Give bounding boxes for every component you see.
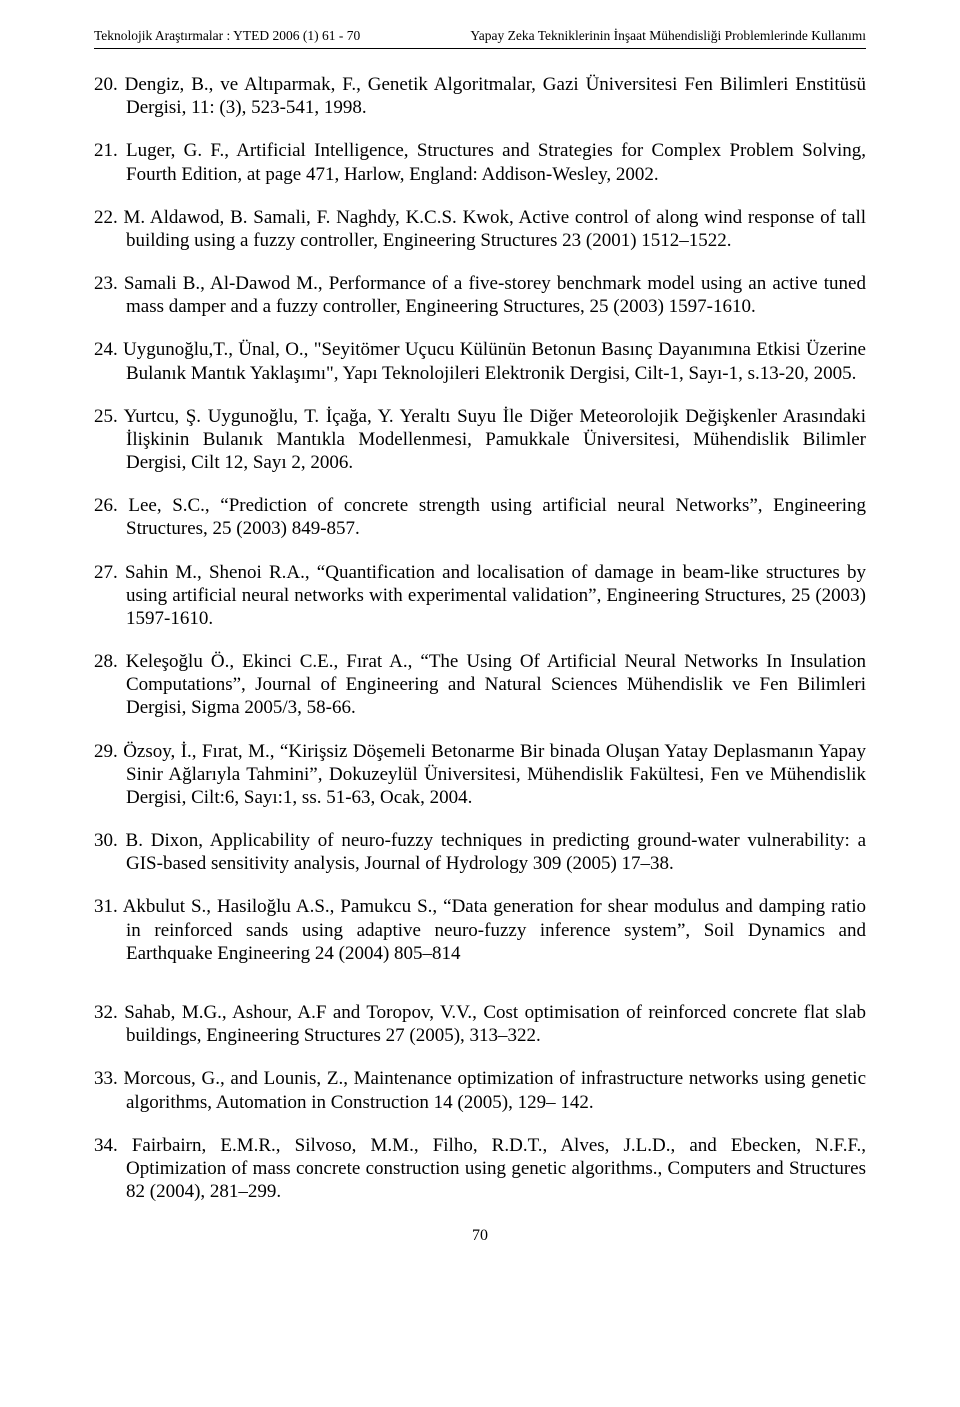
reference-item: 33. Morcous, G., and Lounis, Z., Mainten…: [94, 1067, 866, 1113]
header-right: Yapay Zeka Tekniklerinin İnşaat Mühendis…: [470, 28, 866, 44]
references-list: 20. Dengiz, B., ve Altıparmak, F., Genet…: [94, 73, 866, 1203]
reference-item: 22. M. Aldawod, B. Samali, F. Naghdy, K.…: [94, 206, 866, 252]
reference-item: 20. Dengiz, B., ve Altıparmak, F., Genet…: [94, 73, 866, 119]
reference-item: 23. Samali B., Al-Dawod M., Performance …: [94, 272, 866, 318]
reference-item: 30. B. Dixon, Applicability of neuro-fuz…: [94, 829, 866, 875]
reference-item: 31. Akbulut S., Hasiloğlu A.S., Pamukcu …: [94, 895, 866, 965]
reference-item: 34. Fairbairn, E.M.R., Silvoso, M.M., Fi…: [94, 1134, 866, 1204]
page-number: 70: [94, 1227, 866, 1245]
running-header: Teknolojik Araştırmalar : YTED 2006 (1) …: [94, 28, 866, 49]
reference-item: 32. Sahab, M.G., Ashour, A.F and Toropov…: [94, 1001, 866, 1047]
header-left: Teknolojik Araştırmalar : YTED 2006 (1) …: [94, 28, 360, 44]
reference-item: 21. Luger, G. F., Artificial Intelligenc…: [94, 139, 866, 185]
reference-item: 28. Keleşoğlu Ö., Ekinci C.E., Fırat A.,…: [94, 650, 866, 720]
reference-item: 29. Özsoy, İ., Fırat, M., “Kirişsiz Döşe…: [94, 740, 866, 810]
reference-item: 26. Lee, S.C., “Prediction of concrete s…: [94, 494, 866, 540]
reference-item: 27. Sahin M., Shenoi R.A., “Quantificati…: [94, 561, 866, 631]
reference-item: 25. Yurtcu, Ş. Uygunoğlu, T. İçağa, Y. Y…: [94, 405, 866, 475]
page: Teknolojik Araştırmalar : YTED 2006 (1) …: [0, 0, 960, 1285]
reference-item: 24. Uygunoğlu,T., Ünal, O., "Seyitömer U…: [94, 338, 866, 384]
